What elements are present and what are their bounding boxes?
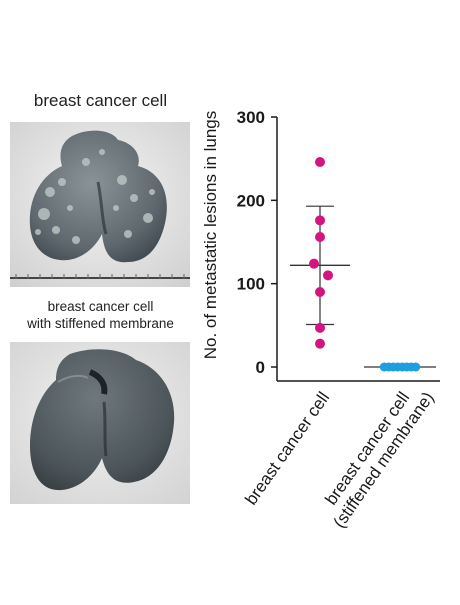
lung-tissue-photo-control — [10, 122, 190, 287]
data-point — [315, 287, 325, 297]
data-point — [315, 157, 325, 167]
x-tick-label-line: breast cancer cell — [241, 388, 333, 508]
y-tick-label: 100 — [237, 275, 265, 294]
data-point — [315, 322, 325, 333]
data-point — [315, 215, 325, 226]
caption-control: breast cancer cell — [8, 90, 193, 111]
series-group — [290, 157, 350, 349]
lung-tissue-photo-stiffened — [10, 342, 190, 504]
y-tick-label: 200 — [237, 191, 265, 210]
caption-control-text: breast cancer cell — [33, 91, 168, 110]
y-axis: 0 100 200 300 — [237, 108, 278, 381]
data-point — [315, 232, 325, 242]
x-tick-label: breast cancer cell — [241, 388, 333, 508]
y-tick-label: 300 — [237, 108, 265, 127]
caption-stiffened-line2: with stiffened membrane — [27, 315, 174, 331]
data-point — [323, 270, 333, 281]
chart-plot: No. of metastatic lesions in lungs 0 100 2… — [201, 108, 440, 531]
y-axis-label: No. of metastatic lesions in lungs — [201, 111, 220, 360]
data-marks — [290, 157, 436, 372]
series-group — [364, 362, 436, 372]
data-point — [411, 362, 421, 372]
y-tick-label: 0 — [256, 358, 265, 377]
data-point — [315, 338, 325, 349]
caption-stiffened: breast cancer cell with stiffened membra… — [8, 299, 193, 333]
data-point — [309, 258, 319, 269]
caption-stiffened-line1: breast cancer cell — [47, 299, 154, 314]
